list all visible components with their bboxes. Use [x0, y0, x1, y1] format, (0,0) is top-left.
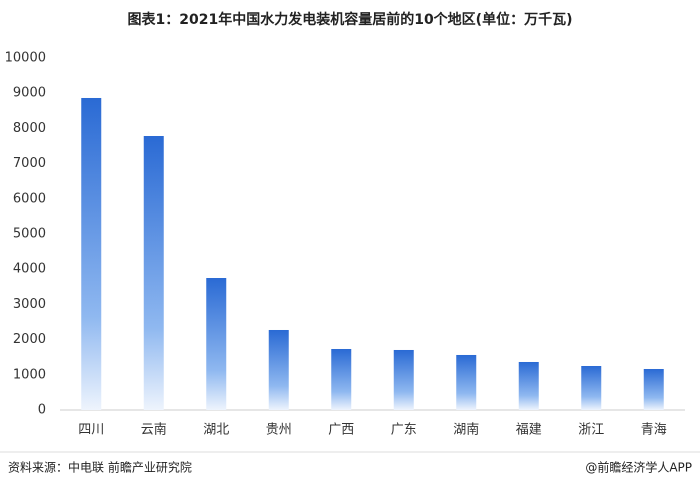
bar	[643, 368, 664, 410]
x-tick-label: 云南	[141, 422, 167, 438]
bar	[581, 366, 602, 410]
bar	[331, 348, 352, 410]
y-tick-label: 1000	[13, 367, 46, 382]
y-tick-label: 0	[38, 403, 46, 418]
x-tick-label: 湖北	[203, 423, 229, 438]
bar	[81, 97, 102, 411]
bar	[206, 278, 227, 410]
x-tick-label: 湖南	[453, 422, 479, 438]
x-tick-label: 贵州	[266, 423, 292, 438]
bar	[393, 349, 414, 410]
x-tick-label: 广东	[391, 423, 417, 438]
y-tick-label: 5000	[13, 227, 46, 242]
source: 资料来源：中电联 前瞻产业研究院	[8, 460, 192, 475]
x-tick-label: 浙江	[578, 423, 604, 438]
x-tick-label: 四川	[78, 423, 104, 438]
x-tick-label: 青海	[641, 423, 667, 438]
x-tick-label: 福建	[516, 423, 542, 438]
chart-title: 图表1：2021年中国水力发电装机容量居前的10个地区(单位：万千瓦)	[128, 11, 573, 28]
bar	[143, 136, 164, 410]
y-tick-label: 4000	[13, 262, 46, 277]
bar	[268, 329, 289, 410]
x-tick-label: 广西	[328, 423, 354, 438]
y-tick-label: 8000	[13, 121, 46, 136]
bar	[518, 361, 539, 410]
y-tick-label: 3000	[13, 297, 46, 312]
credit: @前瞻经济学人APP	[585, 460, 692, 475]
y-tick-label: 10000	[5, 51, 46, 66]
y-tick-label: 2000	[13, 332, 46, 347]
y-tick-label: 9000	[13, 86, 46, 101]
y-tick-label: 7000	[13, 156, 46, 171]
y-tick-label: 6000	[13, 191, 46, 206]
bar	[456, 354, 477, 410]
